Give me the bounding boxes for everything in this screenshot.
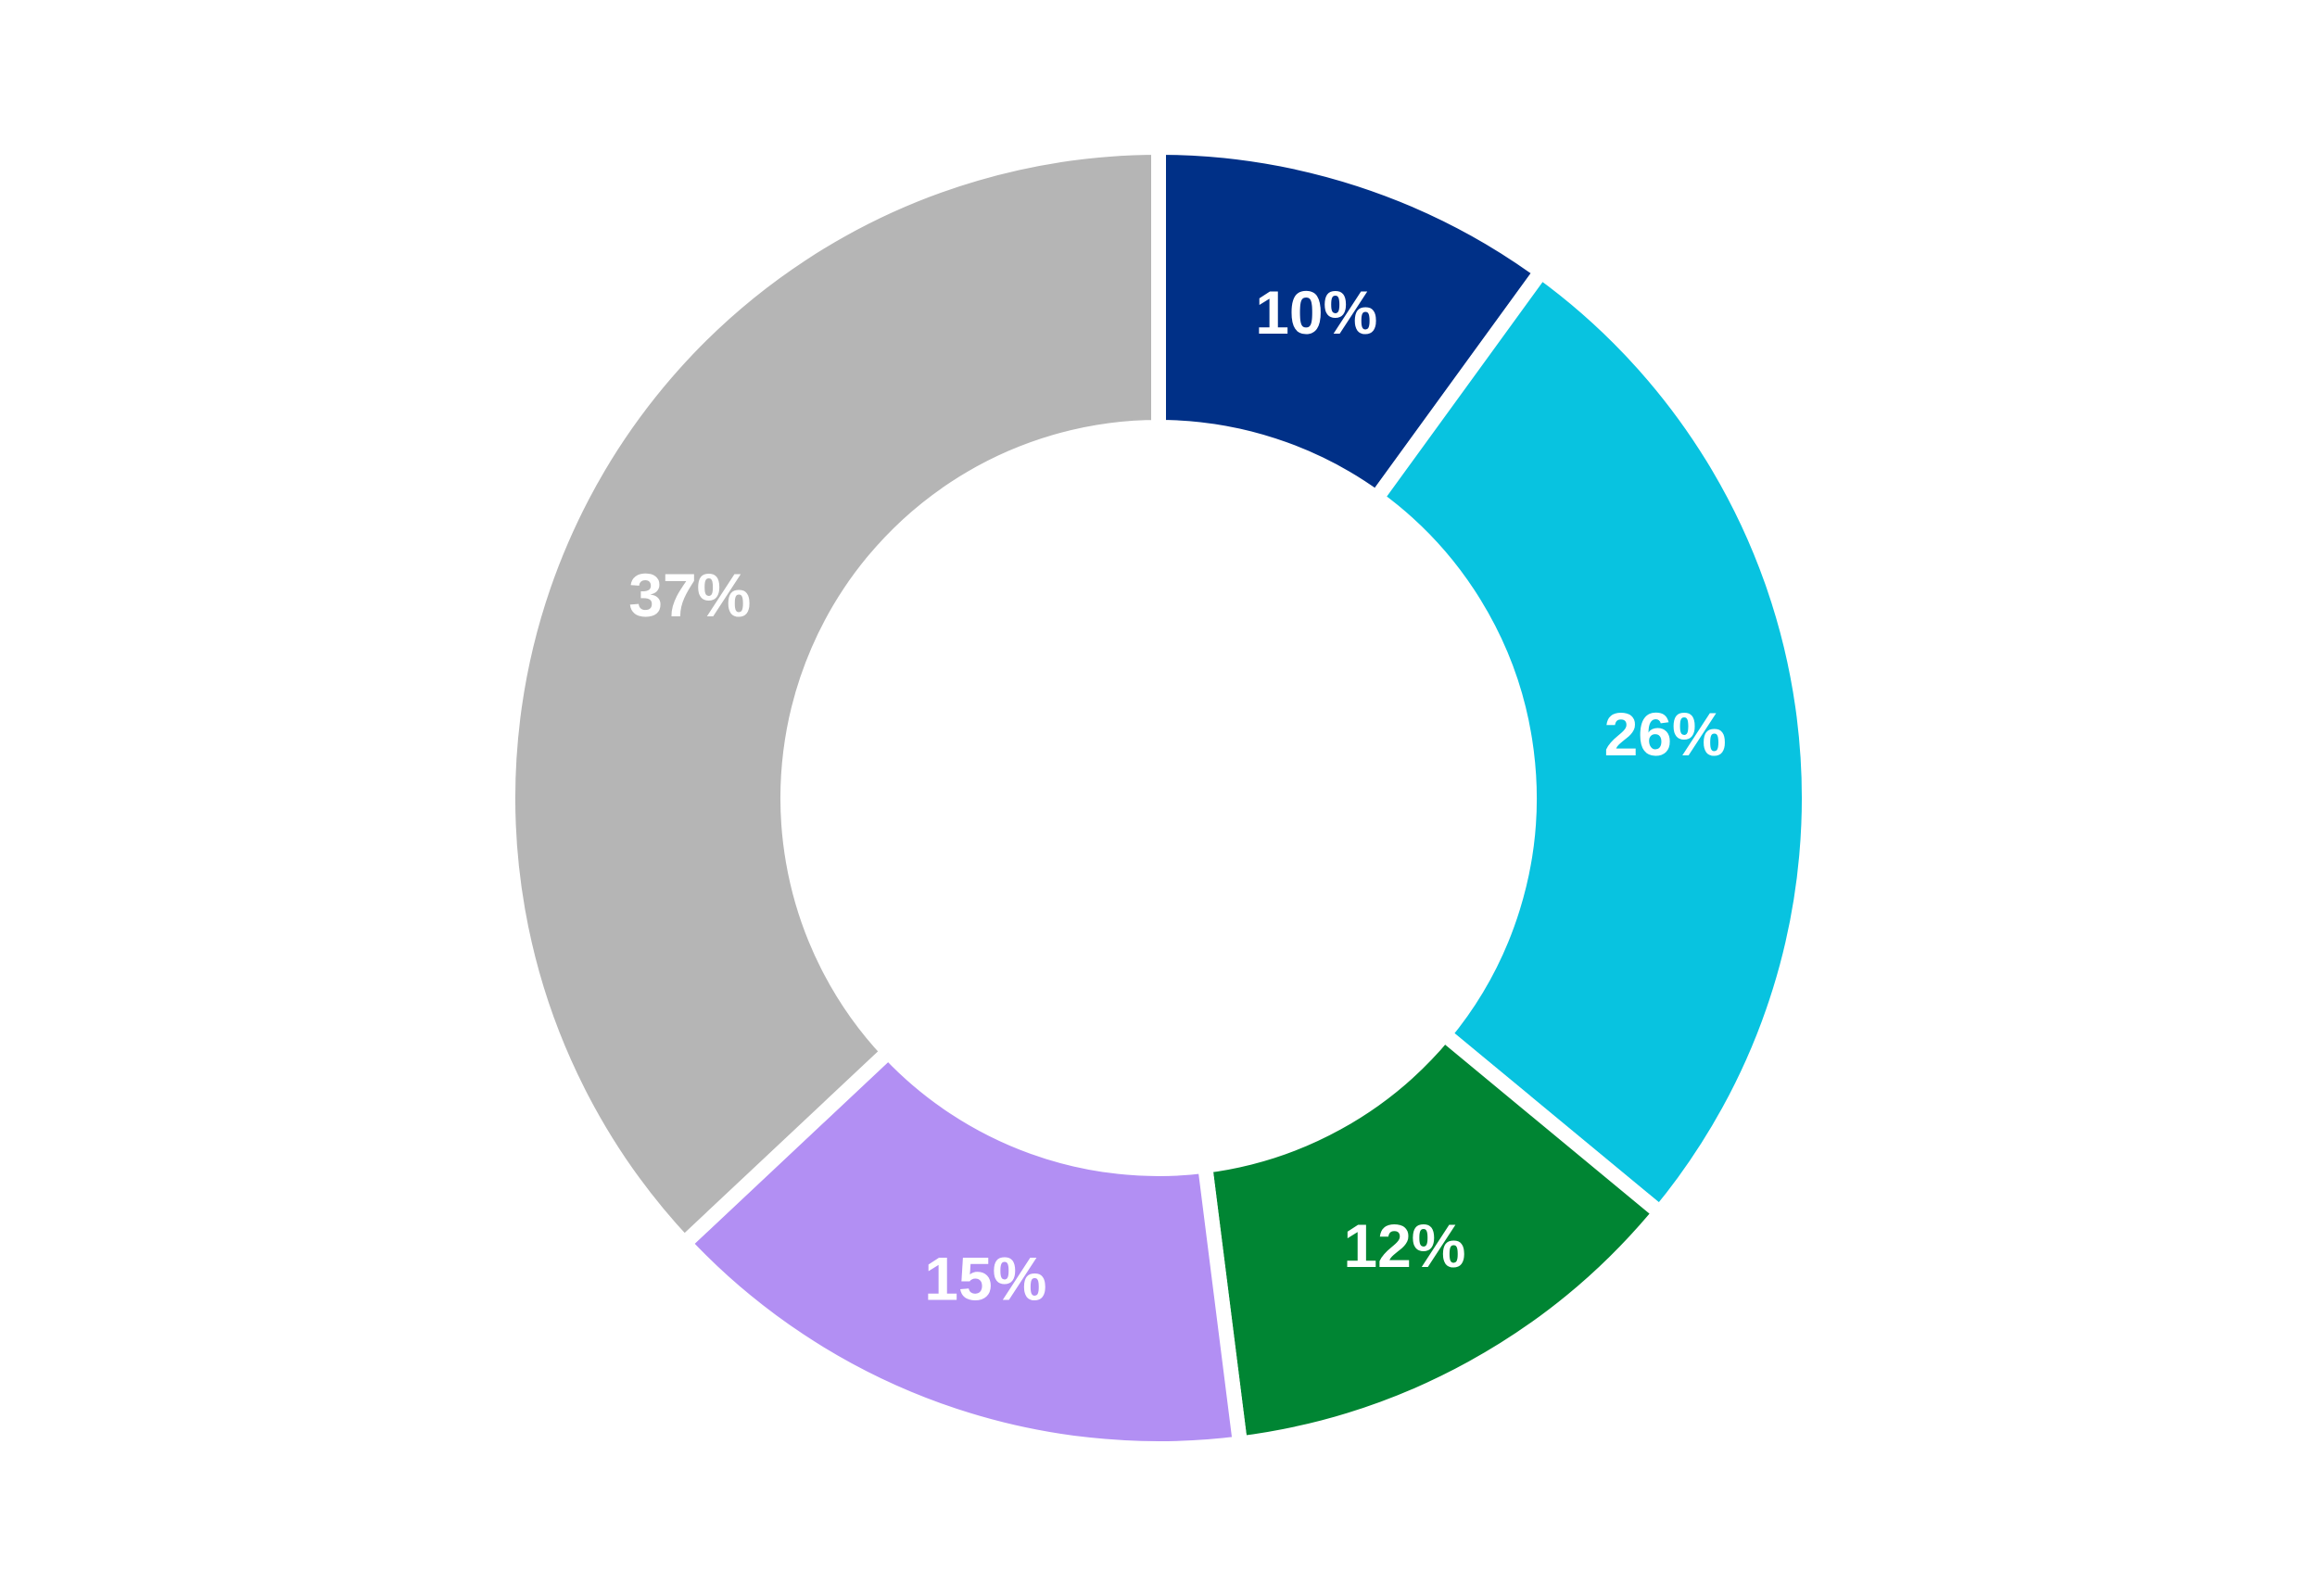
slice-15 bbox=[673, 1041, 1248, 1456]
data-label: 15% bbox=[924, 1244, 1046, 1312]
slice-26 bbox=[1365, 260, 1817, 1223]
data-label: 10% bbox=[1255, 278, 1377, 347]
slice-12 bbox=[1197, 1023, 1671, 1452]
slice-37 bbox=[501, 139, 1166, 1254]
data-label: 37% bbox=[628, 561, 751, 629]
data-label: 12% bbox=[1343, 1211, 1465, 1280]
data-label: 26% bbox=[1604, 700, 1727, 768]
